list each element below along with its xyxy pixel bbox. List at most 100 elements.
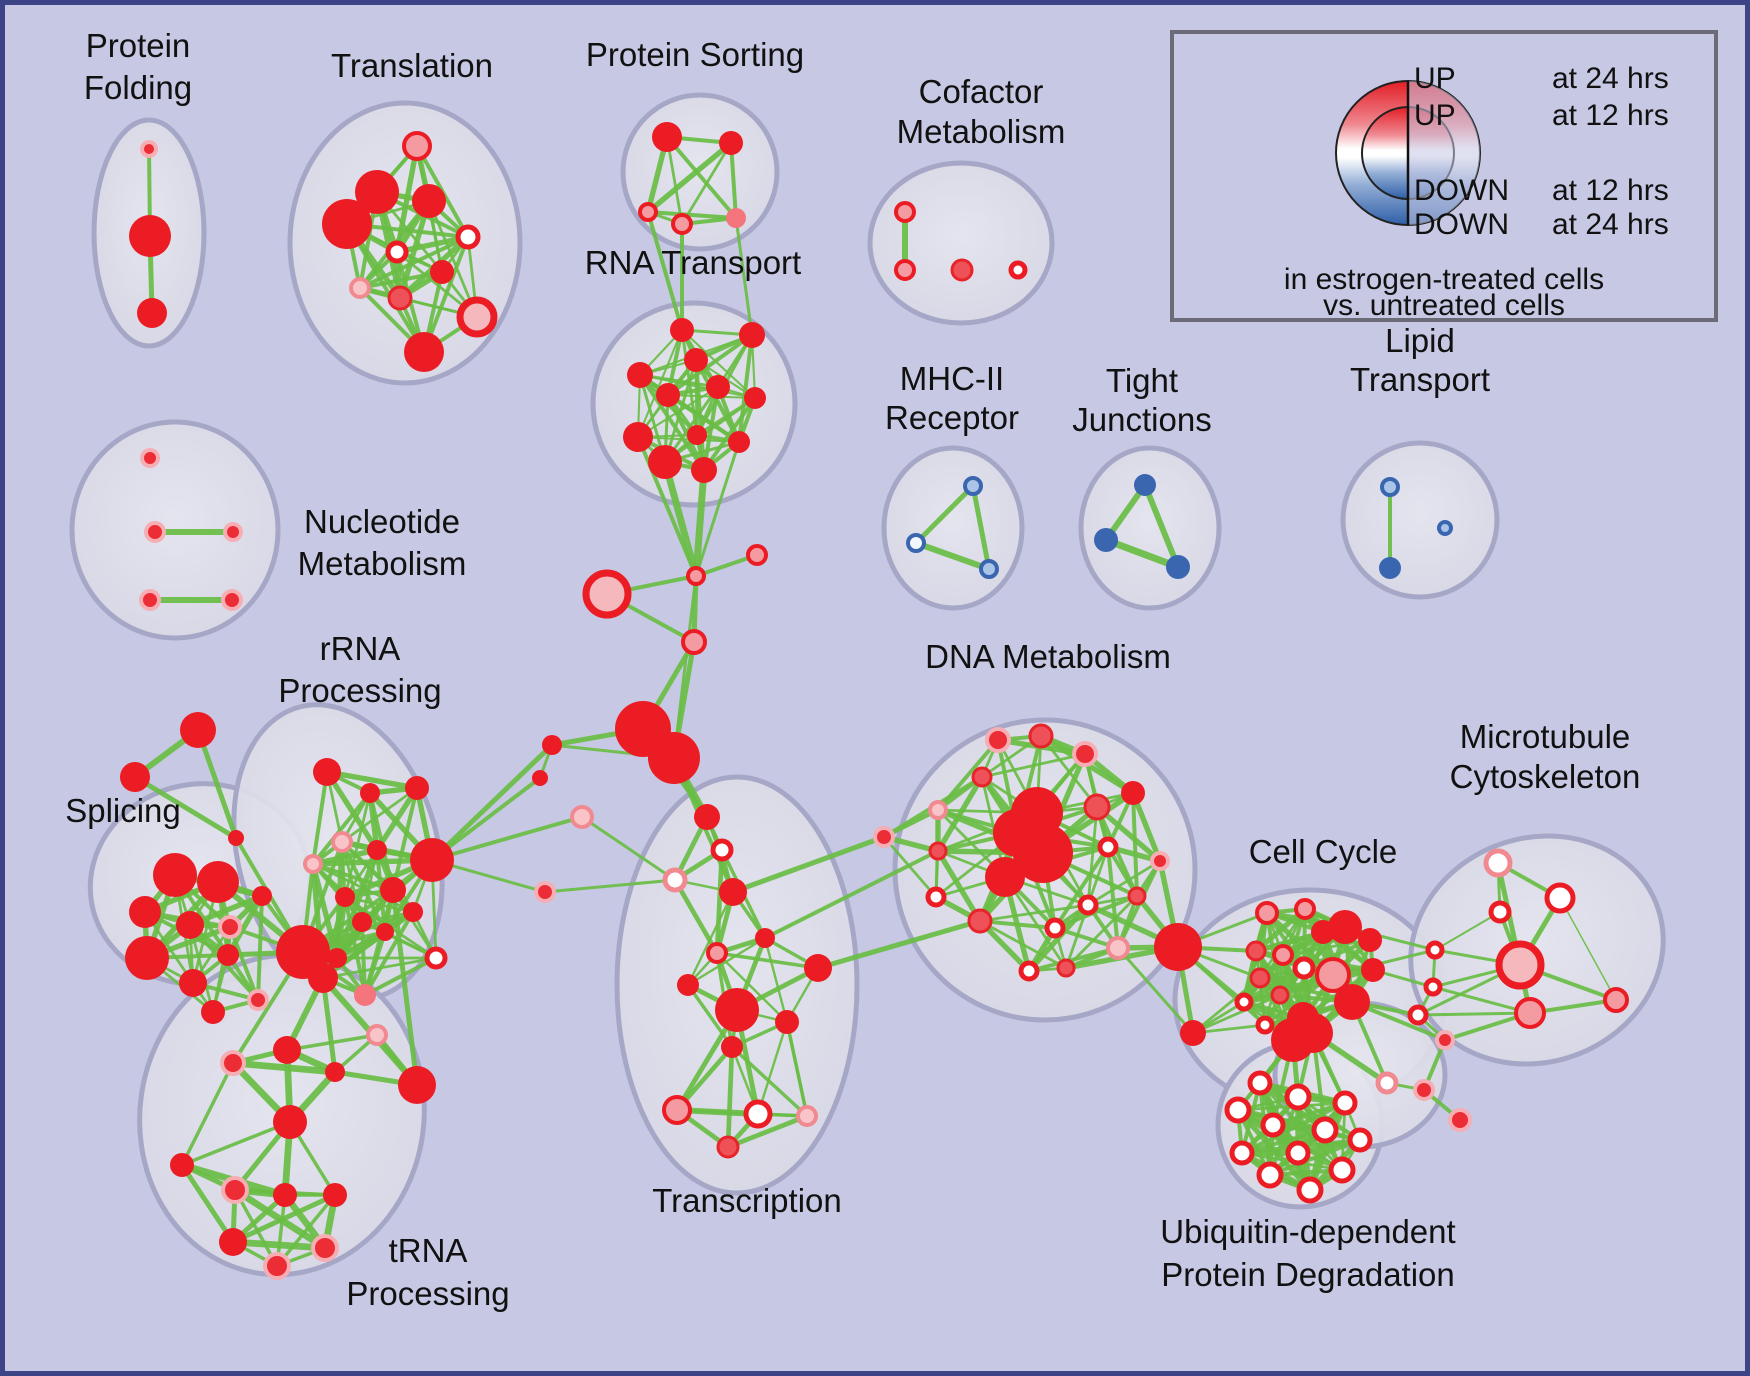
edge <box>229 1059 339 1076</box>
edge <box>256 894 264 1002</box>
gene-node <box>1150 851 1170 871</box>
gene-node <box>906 533 926 553</box>
gene-node <box>252 886 272 906</box>
gene-node <box>1407 1004 1429 1026</box>
edge <box>978 919 1068 970</box>
edge <box>686 890 735 987</box>
gene-node <box>1495 940 1545 990</box>
edge <box>132 774 239 841</box>
gene-node <box>1272 944 1294 966</box>
cluster-label-microtubule-cytoskeleton: Microtubule Cytoskeleton <box>1450 718 1641 795</box>
edge <box>358 270 444 290</box>
gene-node <box>623 422 653 452</box>
gene-node <box>170 1153 194 1177</box>
gene-node <box>1488 900 1512 924</box>
gene-node <box>1134 474 1156 496</box>
gene-node <box>403 902 423 922</box>
gene-node <box>355 170 399 214</box>
gene-node <box>706 375 730 399</box>
legend-glyph-fade <box>1408 81 1480 225</box>
gene-node <box>670 318 694 342</box>
edge <box>638 373 757 400</box>
gene-node <box>179 969 207 997</box>
gene-node <box>894 201 916 223</box>
gene-node <box>928 800 948 820</box>
gene-node <box>1166 555 1190 579</box>
edge <box>363 956 438 997</box>
edge <box>580 815 677 882</box>
gene-node <box>1328 1156 1356 1184</box>
gene-node <box>273 1183 297 1207</box>
gene-node <box>715 988 759 1032</box>
cluster-label-translation: Translation <box>331 47 493 84</box>
gene-node <box>455 224 481 250</box>
gene-node <box>662 867 688 893</box>
gene-node <box>313 758 341 786</box>
gene-node <box>925 886 947 908</box>
gene-node <box>1334 984 1370 1020</box>
edge <box>645 140 734 215</box>
gene-node <box>1154 923 1202 971</box>
gene-node <box>971 766 993 788</box>
cluster-label-cofactor-metabolism: Cofactor Metabolism <box>897 73 1066 150</box>
edge <box>665 135 738 220</box>
gene-node <box>1271 1018 1315 1062</box>
gene-node <box>125 936 169 980</box>
gene-node <box>385 240 409 264</box>
cluster-label-cell-cycle: Cell Cycle <box>1249 833 1398 870</box>
gene-node <box>1234 992 1254 1012</box>
cluster-ellipse-lipid-transport <box>1340 440 1500 600</box>
edge <box>978 919 1057 930</box>
gene-node <box>985 857 1025 897</box>
legend-time-label: at 24 hrs <box>1552 62 1669 95</box>
gene-node <box>1255 1015 1275 1035</box>
gene-node <box>684 348 708 372</box>
gene-node <box>534 881 556 903</box>
edge <box>1086 805 1099 907</box>
gene-node <box>1413 1079 1435 1101</box>
edge <box>665 392 707 473</box>
gene-node <box>638 202 658 222</box>
gene-node <box>1448 1108 1472 1132</box>
cluster-ellipse-tight-junctions <box>1078 445 1222 611</box>
gene-node <box>398 1066 436 1104</box>
gene-node <box>1296 1176 1324 1204</box>
edge <box>763 936 789 1024</box>
edge <box>646 210 738 220</box>
cluster-ellipse-mhc-ii-receptor <box>881 445 1025 611</box>
gene-node <box>376 923 394 941</box>
edge <box>756 1020 789 1116</box>
gene-node <box>532 770 548 786</box>
edge <box>1434 911 1501 951</box>
gene-node <box>273 1036 301 1064</box>
edge <box>815 918 983 971</box>
edge <box>229 1238 329 1252</box>
gene-node <box>228 830 244 846</box>
gene-node <box>1229 1140 1255 1166</box>
edge <box>179 1162 236 1245</box>
gene-node <box>570 805 594 829</box>
edge <box>913 483 976 546</box>
edge <box>1191 993 1282 1035</box>
gene-node <box>137 298 167 328</box>
gene-node <box>985 727 1011 753</box>
gene-node <box>1437 520 1453 536</box>
gene-node <box>687 425 707 445</box>
edge <box>665 332 755 398</box>
edge <box>725 1044 735 1150</box>
gene-node <box>677 974 699 996</box>
edge <box>661 458 700 580</box>
gene-node <box>1249 967 1271 989</box>
edge <box>980 752 1087 779</box>
legend-footer-line: vs. untreated cells <box>1323 289 1565 322</box>
cluster-ellipse-cofactor-metabolism <box>867 160 1055 326</box>
edge <box>180 1061 235 1167</box>
cluster-ellipse-transcription <box>614 774 860 1196</box>
gene-node <box>1106 936 1130 960</box>
edge <box>734 216 754 337</box>
edge <box>1240 1128 1327 1155</box>
edge <box>686 983 734 1049</box>
legend: UP at 24 hrs UP at 12 hrs DOWN at 12 hrs DOWN a… <box>1170 30 1718 322</box>
edge <box>363 910 415 997</box>
